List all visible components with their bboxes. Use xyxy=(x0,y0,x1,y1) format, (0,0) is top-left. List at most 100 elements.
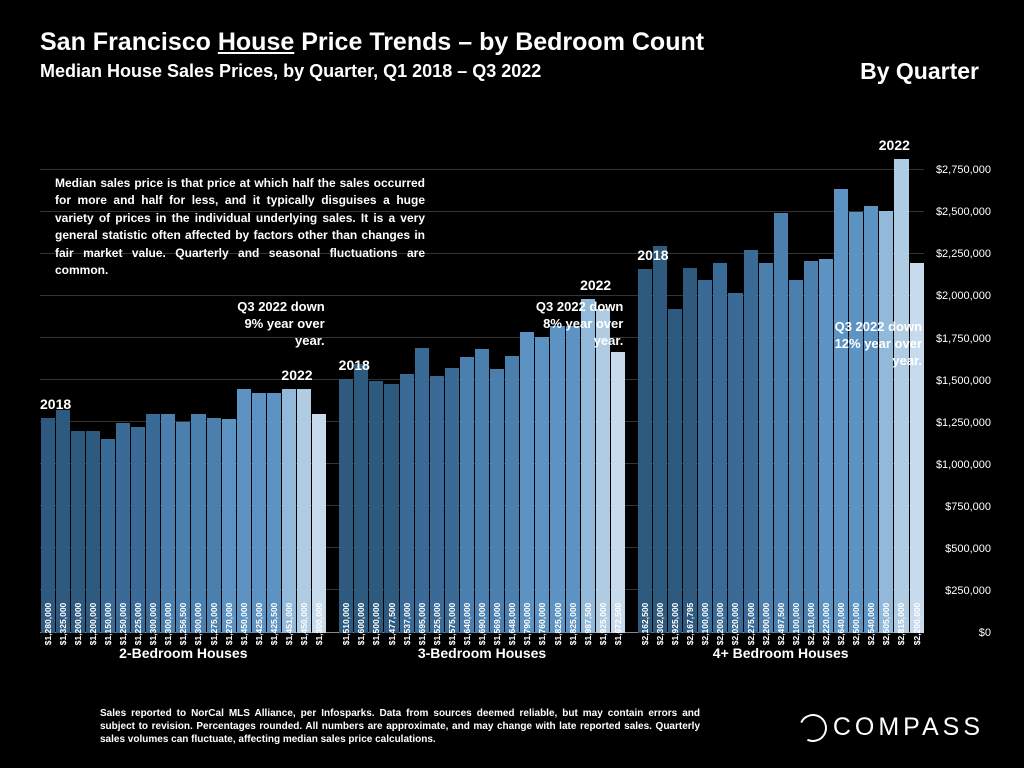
bar-value-label: $1,200,000 xyxy=(88,603,98,646)
bar: $1,925,000 xyxy=(668,309,682,633)
bar: $1,477,500 xyxy=(384,384,398,633)
bar: $1,200,000 xyxy=(86,431,100,633)
bar-value-label: $1,569,000 xyxy=(492,603,502,646)
bar-value-label: $1,300,000 xyxy=(163,603,173,646)
year-marker-start: 2018 xyxy=(637,247,668,263)
bar-value-label: $1,640,000 xyxy=(462,603,472,646)
bar-value-label: $1,250,000 xyxy=(118,603,128,646)
bar-value-label: $1,825,000 xyxy=(553,603,563,646)
bar-value-label: $1,450,000 xyxy=(299,603,309,646)
bar-value-label: $1,150,000 xyxy=(103,603,113,646)
compass-logo-text: COMPASS xyxy=(833,713,984,742)
bar: $1,451,000 xyxy=(282,389,296,633)
bar-group: $2,162,500$2,302,000$1,925,000$2,167,795… xyxy=(637,145,924,633)
bar: $1,672,500 xyxy=(611,352,625,633)
group-annotation: Q3 2022 down9% year overyear. xyxy=(237,299,324,350)
bar: $2,640,000 xyxy=(834,189,848,633)
y-tick-label: $0 xyxy=(979,627,991,639)
bar-value-label: $1,500,000 xyxy=(371,603,381,646)
bar-value-label: $1,275,000 xyxy=(209,603,219,646)
bar-value-label: $2,500,000 xyxy=(851,603,861,646)
bar-value-label: $2,210,000 xyxy=(806,603,816,646)
bar-value-label: $1,425,000 xyxy=(254,603,264,646)
bar: $2,302,000 xyxy=(653,246,667,633)
bar: $1,256,500 xyxy=(176,422,190,633)
group-label: 4+ Bedroom Houses xyxy=(713,645,849,661)
description-text: Median sales price is that price at whic… xyxy=(55,175,425,279)
bar: $1,450,000 xyxy=(237,389,251,633)
bar: $1,300,000 xyxy=(191,414,205,633)
bar: $1,600,000 xyxy=(354,364,368,633)
bar: $1,510,000 xyxy=(339,379,353,633)
bar: $2,505,000 xyxy=(879,211,893,633)
y-tick-label: $500,000 xyxy=(945,543,991,555)
title-underline: House xyxy=(218,28,294,56)
group-annotation: Q3 2022 down8% year overyear. xyxy=(536,299,623,350)
bar-value-label: $2,497,500 xyxy=(776,603,786,646)
bar: $2,162,500 xyxy=(638,269,652,633)
bar-value-label: $1,575,000 xyxy=(447,603,457,646)
bar-value-label: $1,925,000 xyxy=(670,603,680,646)
bar: $2,500,000 xyxy=(849,212,863,633)
bar-value-label: $1,256,500 xyxy=(178,603,188,646)
bar: $1,825,000 xyxy=(550,326,564,633)
bar: $1,270,000 xyxy=(222,419,236,633)
bar-value-label: $2,505,000 xyxy=(881,603,891,646)
bar: $2,275,000 xyxy=(744,250,758,633)
bar: $1,790,000 xyxy=(520,332,534,633)
bar: $1,280,000 xyxy=(41,418,55,633)
year-marker-end: 2022 xyxy=(281,367,312,383)
bar-value-label: $2,815,000 xyxy=(896,603,906,646)
bar: $2,100,000 xyxy=(789,280,803,633)
bar-value-label: $1,225,000 xyxy=(133,603,143,646)
bar: $1,300,000 xyxy=(161,414,175,633)
year-marker-start: 2018 xyxy=(40,396,71,412)
bar-value-label: $1,672,500 xyxy=(613,603,623,646)
bar-value-label: $1,925,000 xyxy=(598,603,608,646)
bar: $1,525,000 xyxy=(430,376,444,633)
bar: $1,569,000 xyxy=(490,369,504,633)
bar: $1,695,000 xyxy=(415,348,429,633)
year-marker-end: 2022 xyxy=(879,137,910,153)
year-marker-start: 2018 xyxy=(339,357,370,373)
bar-value-label: $2,167,795 xyxy=(685,603,695,646)
year-marker-end: 2022 xyxy=(580,277,611,293)
bar: $1,300,000 xyxy=(146,414,160,633)
bar-value-label: $1,280,000 xyxy=(43,603,53,646)
bar: $1,640,000 xyxy=(460,357,474,633)
bar-value-label: $1,695,000 xyxy=(417,603,427,646)
bar-value-label: $1,200,000 xyxy=(73,603,83,646)
group-label: 2-Bedroom Houses xyxy=(119,645,247,661)
bar: $1,200,000 xyxy=(71,431,85,633)
y-tick-label: $2,750,000 xyxy=(936,164,991,176)
bar-value-label: $2,200,000 xyxy=(715,603,725,646)
y-axis: $0$250,000$500,000$750,000$1,000,000$1,2… xyxy=(924,145,991,668)
footer-text: Sales reported to NorCal MLS Alliance, p… xyxy=(100,707,700,746)
bar: $1,690,000 xyxy=(475,349,489,633)
y-tick-label: $2,250,000 xyxy=(936,248,991,260)
bar-value-label: $2,100,000 xyxy=(791,603,801,646)
bar: $1,225,000 xyxy=(131,427,145,633)
bar-value-label: $1,325,000 xyxy=(58,603,68,646)
bar: $1,250,000 xyxy=(116,423,130,633)
bar-value-label: $2,200,000 xyxy=(912,603,922,646)
bar: $2,200,000 xyxy=(713,263,727,633)
bar-value-label: $1,270,000 xyxy=(224,603,234,646)
bar-value-label: $1,425,500 xyxy=(269,603,279,646)
bar: $2,497,500 xyxy=(774,213,788,633)
bar-value-label: $2,640,000 xyxy=(836,603,846,646)
bar: $2,167,795 xyxy=(683,268,697,633)
bar-value-label: $2,100,000 xyxy=(700,603,710,646)
bar: $1,325,000 xyxy=(56,410,70,633)
bar: $1,300,000 xyxy=(312,414,326,633)
bar: $2,210,000 xyxy=(804,261,818,633)
group-annotation: Q3 2022 down12% year overyear. xyxy=(835,319,922,370)
bar-value-label: $1,300,000 xyxy=(314,603,324,646)
bar-value-label: $2,200,000 xyxy=(761,603,771,646)
bar-value-label: $1,300,000 xyxy=(193,603,203,646)
y-tick-label: $2,500,000 xyxy=(936,206,991,218)
bar-value-label: $1,510,000 xyxy=(341,603,351,646)
bar: $1,500,000 xyxy=(369,381,383,633)
bar-value-label: $1,451,000 xyxy=(284,603,294,646)
by-quarter-label: By Quarter xyxy=(860,58,979,85)
